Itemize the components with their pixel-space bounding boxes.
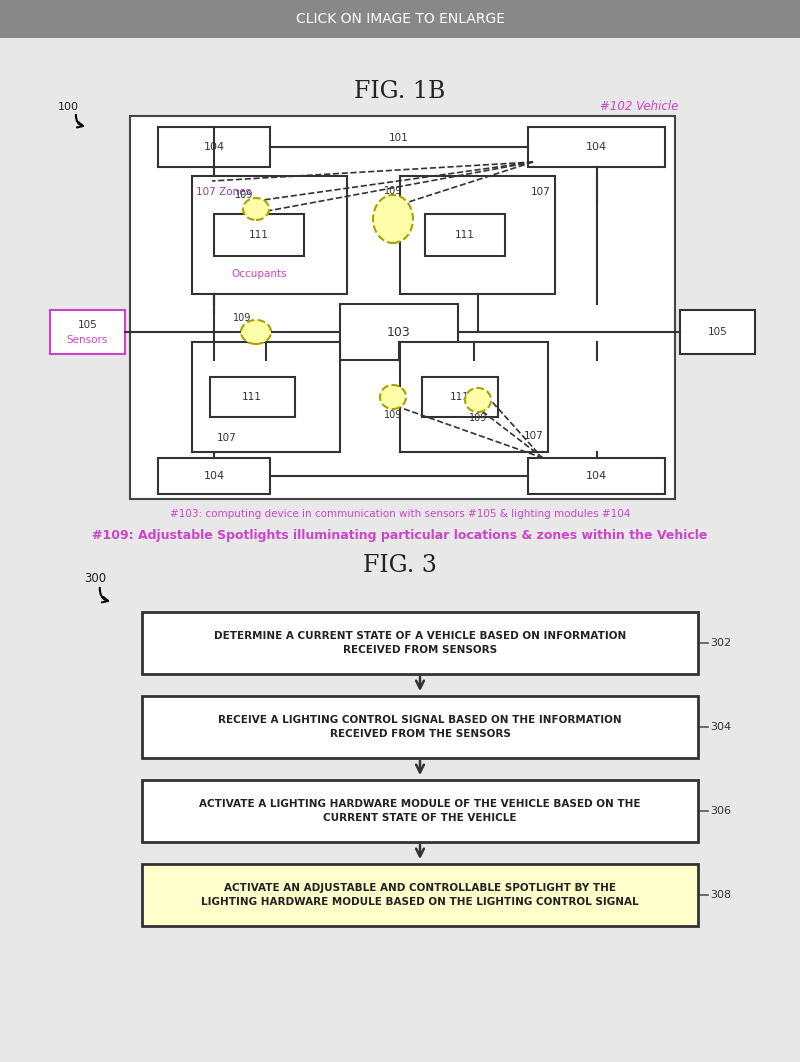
Text: 111: 111 xyxy=(242,392,262,402)
Text: 111: 111 xyxy=(450,392,470,402)
Text: 109: 109 xyxy=(233,313,251,323)
Bar xyxy=(400,342,548,452)
Bar xyxy=(192,342,340,452)
Text: Occupants: Occupants xyxy=(231,269,287,279)
Text: ACTIVATE A LIGHTING HARDWARE MODULE OF THE VEHICLE BASED ON THE
CURRENT STATE OF: ACTIVATE A LIGHTING HARDWARE MODULE OF T… xyxy=(199,800,641,823)
Text: #109: Adjustable Spotlights illuminating particular locations & zones within the: #109: Adjustable Spotlights illuminating… xyxy=(92,529,708,542)
Bar xyxy=(158,127,270,167)
Text: 104: 104 xyxy=(203,472,225,481)
Text: 100: 100 xyxy=(58,102,78,112)
Bar xyxy=(210,377,295,417)
Bar xyxy=(130,116,675,499)
Bar xyxy=(50,310,125,354)
Text: FIG. 3: FIG. 3 xyxy=(363,553,437,577)
Text: 104: 104 xyxy=(586,472,607,481)
Text: FIG. 1B: FIG. 1B xyxy=(354,81,446,103)
Text: 105: 105 xyxy=(78,320,98,330)
Bar xyxy=(528,458,665,494)
Bar xyxy=(425,215,505,256)
Ellipse shape xyxy=(380,386,406,409)
Text: 109: 109 xyxy=(469,413,487,423)
Text: 107 Zones: 107 Zones xyxy=(196,187,251,196)
Bar xyxy=(340,304,458,360)
Text: #103: computing device in communication with sensors #105 & lighting modules #10: #103: computing device in communication … xyxy=(170,509,630,519)
Text: 109: 109 xyxy=(384,186,402,196)
Text: 306: 306 xyxy=(710,806,731,816)
Bar xyxy=(528,127,665,167)
Bar xyxy=(0,0,800,38)
Text: RECEIVE A LIGHTING CONTROL SIGNAL BASED ON THE INFORMATION
RECEIVED FROM THE SEN: RECEIVE A LIGHTING CONTROL SIGNAL BASED … xyxy=(218,716,622,738)
Text: Sensors: Sensors xyxy=(67,335,108,345)
Text: #102 Vehicle: #102 Vehicle xyxy=(600,100,678,113)
Bar xyxy=(680,310,755,354)
Text: 104: 104 xyxy=(203,142,225,152)
Text: ACTIVATE AN ADJUSTABLE AND CONTROLLABLE SPOTLIGHT BY THE
LIGHTING HARDWARE MODUL: ACTIVATE AN ADJUSTABLE AND CONTROLLABLE … xyxy=(201,884,639,907)
Text: Patently Apple: Patently Apple xyxy=(223,386,567,428)
Text: 109: 109 xyxy=(235,190,253,200)
Text: 302: 302 xyxy=(710,638,731,648)
Text: 107: 107 xyxy=(524,431,544,441)
Bar xyxy=(142,864,698,926)
Text: CLICK ON IMAGE TO ENLARGE: CLICK ON IMAGE TO ENLARGE xyxy=(295,12,505,25)
Text: 304: 304 xyxy=(710,722,731,732)
Text: 104: 104 xyxy=(586,142,607,152)
Bar xyxy=(142,780,698,842)
Text: 105: 105 xyxy=(708,327,727,337)
Bar xyxy=(158,458,270,494)
Text: 103: 103 xyxy=(387,325,411,339)
Text: 107: 107 xyxy=(531,187,551,196)
Text: 111: 111 xyxy=(249,230,269,240)
Text: 101: 101 xyxy=(389,133,409,143)
Ellipse shape xyxy=(373,195,413,243)
Bar xyxy=(142,612,698,674)
Text: 300: 300 xyxy=(84,572,106,585)
Ellipse shape xyxy=(241,320,271,344)
Bar xyxy=(192,176,347,294)
Bar xyxy=(422,377,498,417)
Text: 111: 111 xyxy=(455,230,475,240)
Bar xyxy=(400,176,555,294)
Ellipse shape xyxy=(243,198,269,220)
Bar xyxy=(214,215,304,256)
Text: 107: 107 xyxy=(217,433,237,443)
Text: 109: 109 xyxy=(384,410,402,419)
Text: 308: 308 xyxy=(710,890,731,900)
Ellipse shape xyxy=(465,388,491,412)
Text: DETERMINE A CURRENT STATE OF A VEHICLE BASED ON INFORMATION
RECEIVED FROM SENSOR: DETERMINE A CURRENT STATE OF A VEHICLE B… xyxy=(214,632,626,654)
Bar xyxy=(142,696,698,758)
